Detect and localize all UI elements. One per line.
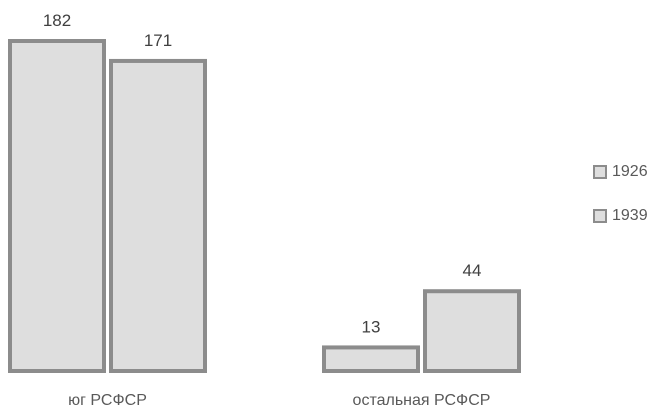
legend: 1926 1939	[593, 162, 648, 250]
bar-1939-0	[109, 58, 207, 373]
data-label: 13	[362, 317, 381, 336]
data-label: 171	[144, 31, 172, 50]
bar-1926-1	[322, 345, 420, 373]
legend-swatch-icon	[593, 209, 607, 223]
category-label: юг РСФСР	[68, 392, 147, 408]
bar-1926-0	[8, 39, 106, 373]
data-label: 44	[463, 261, 482, 280]
legend-swatch-icon	[593, 165, 607, 179]
legend-label: 1939	[612, 207, 648, 224]
data-label: 182	[43, 11, 71, 30]
category-label: остальная РСФСР	[353, 392, 491, 408]
legend-item-1939: 1939	[593, 206, 648, 226]
legend-item-1926: 1926	[593, 162, 648, 182]
legend-label: 1926	[612, 163, 648, 180]
bar-1939-1	[423, 289, 521, 374]
